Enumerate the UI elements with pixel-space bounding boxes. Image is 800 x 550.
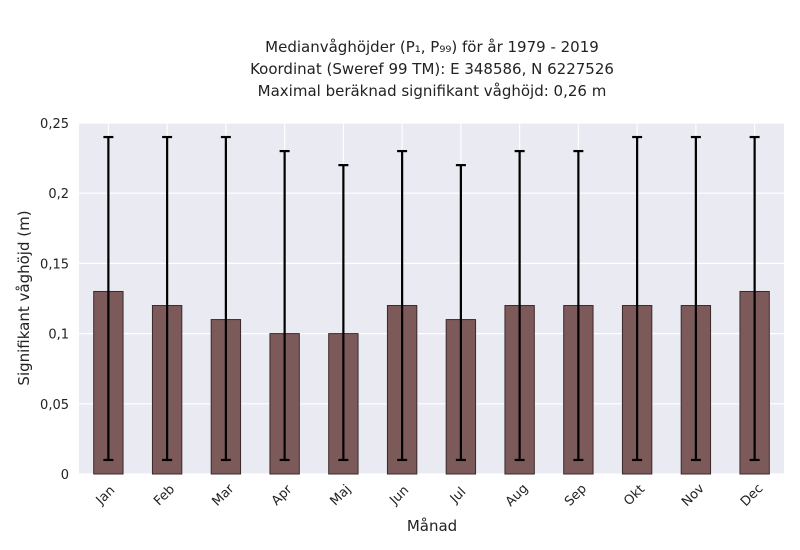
x-tick-label: Jan [93,483,118,508]
y-tick-labels: 0 0,05 0,1 0,15 0,2 0,25 [40,117,69,483]
error-bar-feb [162,135,173,462]
x-tick-label: Maj [328,482,355,509]
chart-title-line-2: Koordinat (Sweref 99 TM): E 348586, N 62… [250,60,614,78]
x-tick-label: Nov [679,481,708,510]
error-bar-maj [338,164,349,462]
y-tick-label: 0,15 [40,257,69,272]
y-axis-label: Signifikant våghöjd (m) [15,210,33,385]
x-axis-label: Månad [407,517,457,535]
y-tick-label: 0,25 [40,117,69,132]
x-tick-label: Apr [269,482,296,509]
chart-title-line-3: Maximal beräknad signifikant våghöjd: 0,… [258,82,607,100]
x-tick-label: Mar [209,481,237,509]
error-bar-jul [455,164,466,462]
plot-area [79,123,784,474]
error-bar-okt [632,135,643,462]
y-tick-label: 0,05 [40,398,69,413]
x-tick-label: Dec [738,481,766,509]
error-bar-jun [397,149,408,462]
y-tick-label: 0 [61,468,69,483]
chart-title-line-1: Medianvåghöjder (P₁, P₉₉) för år 1979 - … [265,38,599,56]
x-tick-label: Sep [562,482,590,510]
x-tick-label: Okt [621,482,648,509]
x-tick-label: Feb [151,482,178,509]
x-tick-label: Jun [386,483,412,509]
error-bars [103,135,760,462]
error-bar-mar [220,135,231,462]
error-bar-nov [690,135,701,462]
error-bar-sep [573,149,584,462]
x-tick-label: Aug [503,481,532,510]
y-tick-label: 0,2 [48,187,69,202]
error-bar-apr [279,149,290,462]
x-tick-labels: Jan Feb Mar Apr Maj Jun Jul Aug Sep Okt Nov Dec [93,481,767,510]
error-bar-dec [749,135,760,462]
error-bar-aug [514,149,525,462]
x-tick-label: Jul [447,485,469,507]
y-tick-label: 0,1 [48,328,69,343]
error-bar-jan [103,135,114,462]
